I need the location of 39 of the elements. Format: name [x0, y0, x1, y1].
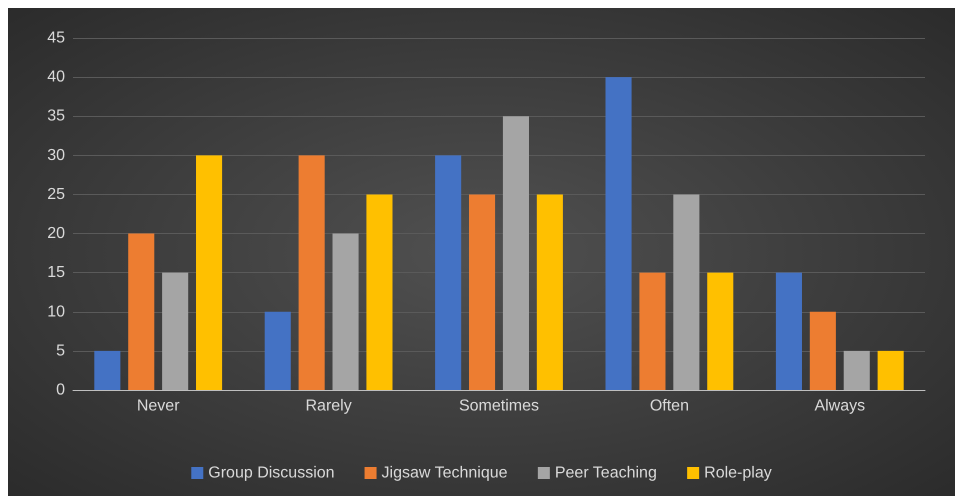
x-tick-label: Sometimes	[458, 398, 540, 414]
bar	[844, 350, 870, 390]
y-tick-label: 25	[47, 186, 66, 203]
y-tick-label: 10	[47, 303, 66, 320]
y-tick-label: 20	[47, 225, 66, 242]
bar	[707, 272, 734, 390]
bar	[536, 194, 563, 390]
bar	[639, 272, 666, 390]
bar	[502, 116, 529, 390]
bar	[94, 350, 120, 390]
bar	[878, 350, 904, 390]
x-tick-label: Often	[650, 398, 689, 414]
legend-label: Jigsaw Technique	[382, 464, 508, 482]
y-tick-label: 35	[47, 108, 66, 125]
bar	[469, 194, 496, 390]
bar	[673, 194, 700, 390]
x-tick-label: Always	[814, 398, 866, 414]
bar	[162, 272, 188, 390]
bar	[264, 312, 291, 390]
x-tick-label: Never	[136, 398, 180, 414]
bar	[128, 234, 154, 390]
bar	[298, 155, 325, 390]
bar	[606, 77, 632, 390]
bar	[435, 155, 462, 390]
bar	[196, 155, 222, 390]
bar	[776, 272, 802, 390]
y-tick-label: 5	[56, 342, 66, 360]
y-tick-label: 30	[47, 146, 66, 164]
y-tick-label: 40	[47, 68, 66, 86]
y-tick-label: 15	[47, 264, 66, 282]
legend-label: Group Discussion	[208, 464, 335, 482]
y-tick-label: 45	[47, 30, 66, 46]
bar	[366, 194, 392, 390]
bar	[810, 312, 836, 390]
legend-label: Peer Teaching	[554, 464, 657, 482]
x-tick-label: Rarely	[305, 398, 352, 414]
legend-label: Role-play	[704, 464, 772, 482]
y-tick-label: 0	[56, 382, 66, 398]
bar	[332, 234, 359, 390]
